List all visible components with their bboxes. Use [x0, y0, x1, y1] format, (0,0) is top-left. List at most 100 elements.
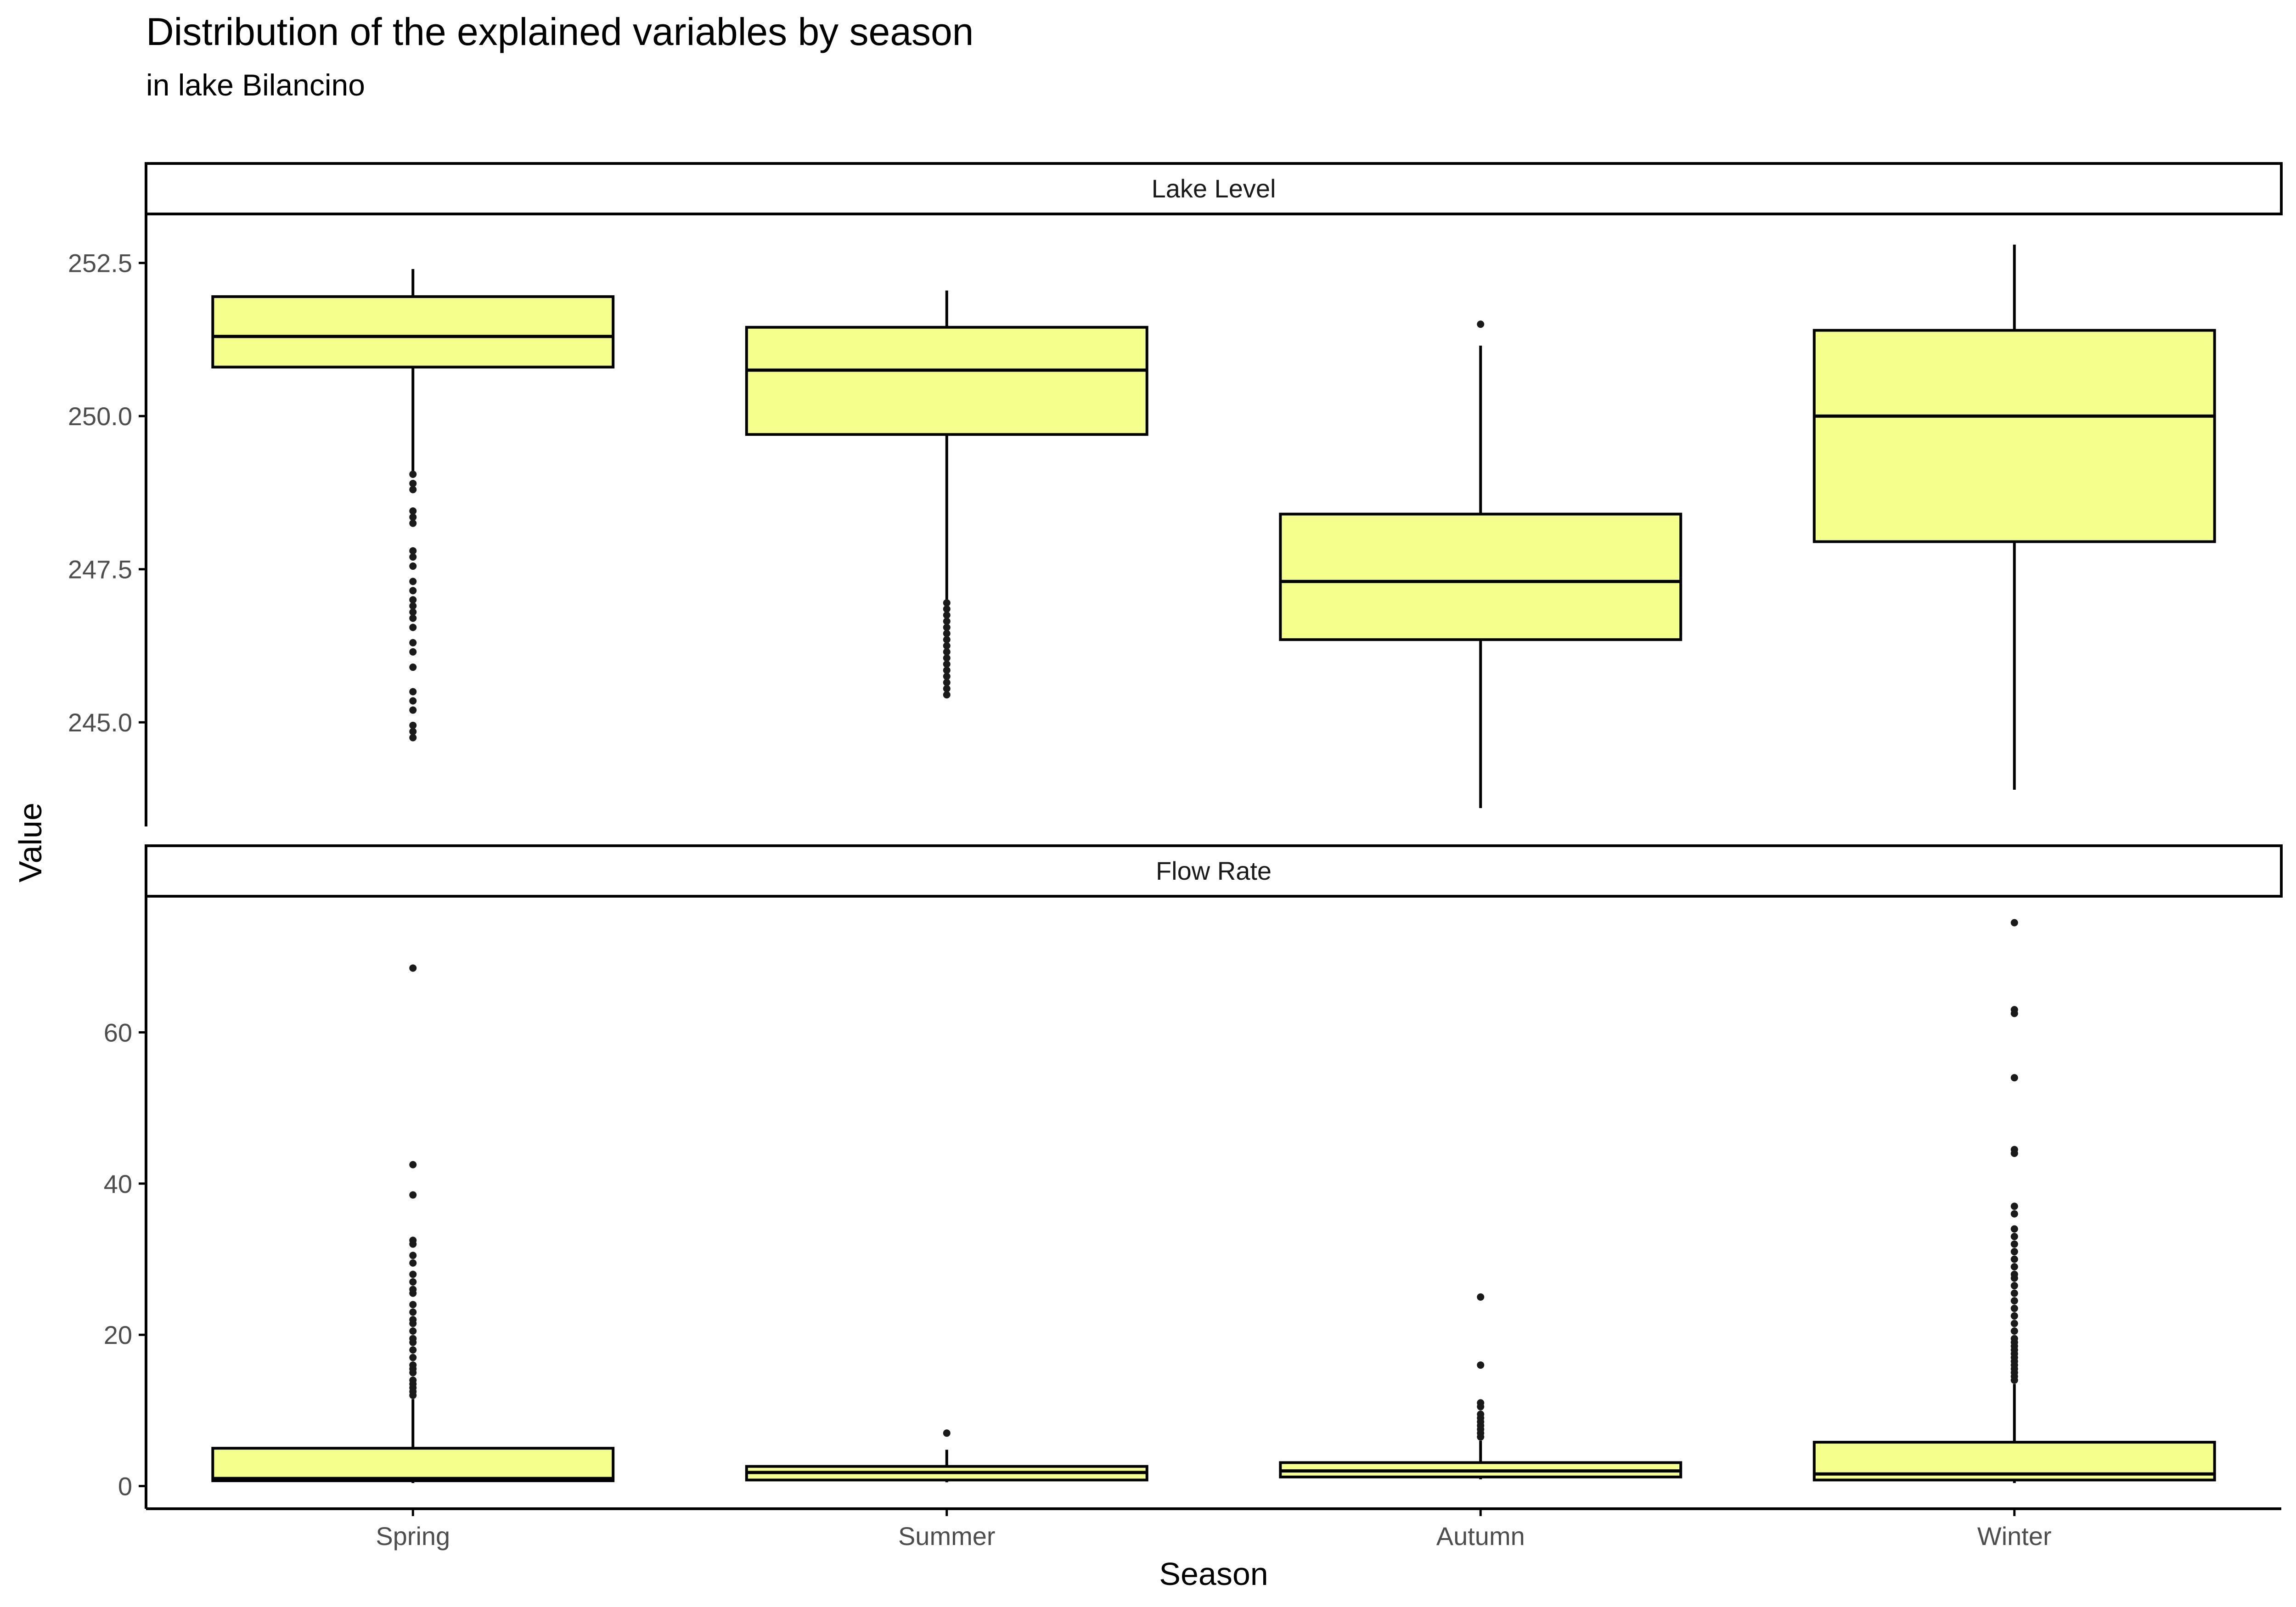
facet-panel-lake-level: Lake Level 245.0 247.5 250.0 252.5 — [68, 162, 2283, 826]
outlier-point — [409, 1240, 417, 1248]
outlier-point — [409, 479, 417, 487]
outlier-point — [1477, 1403, 1485, 1410]
boxes-lake-level — [211, 244, 2216, 808]
outlier-point — [409, 1354, 417, 1361]
outlier-point — [943, 679, 951, 686]
box-lake-level-spring — [211, 269, 615, 742]
outlier-point — [409, 1259, 417, 1267]
chart-title: Distribution of the explained variables … — [146, 10, 974, 53]
y-tick-label-flow-rate: 60 — [104, 1018, 132, 1047]
iqr-box — [1279, 512, 1683, 641]
box-flow-rate-summer — [745, 1429, 1148, 1483]
outlier-point — [2010, 1255, 2018, 1263]
outlier-point — [943, 624, 951, 631]
outlier-point — [943, 685, 951, 692]
y-ticks-flow-rate: 0 20 40 60 — [104, 1018, 146, 1501]
outlier-point — [943, 673, 951, 680]
outlier-point — [1477, 1361, 1485, 1369]
outlier-point — [409, 721, 417, 729]
outlier-point — [2010, 1263, 2018, 1270]
outlier-point — [409, 1308, 417, 1316]
box-flow-rate-winter — [1812, 919, 2216, 1483]
outlier-point — [409, 547, 417, 555]
outlier-point — [2010, 1274, 2018, 1282]
outlier-point — [409, 1391, 417, 1399]
outlier-point — [409, 1278, 417, 1286]
box-lake-level-winter — [1812, 244, 2216, 790]
outlier-point — [1477, 1293, 1485, 1301]
outlier-point — [409, 697, 417, 705]
chart-subtitle: in lake Bilancino — [146, 68, 365, 102]
outlier-point — [2010, 1240, 2018, 1248]
y-tick-label-flow-rate: 0 — [118, 1472, 132, 1501]
outlier-point — [943, 629, 951, 637]
outlier-point — [409, 1252, 417, 1259]
outlier-point — [943, 666, 951, 674]
outlier-point — [2010, 1074, 2018, 1082]
outlier-point — [2010, 1312, 2018, 1320]
strip-label-lake-level: Lake Level — [1152, 174, 1276, 203]
outlier-point — [2010, 1289, 2018, 1297]
outlier-point — [409, 519, 417, 527]
outlier-point — [409, 608, 417, 616]
outlier-point — [409, 624, 417, 631]
outlier-point — [2010, 1225, 2018, 1233]
outlier-point — [409, 1270, 417, 1278]
strip-label-flow-rate: Flow Rate — [1156, 856, 1272, 885]
strip-flow-rate — [145, 844, 2283, 898]
outlier-point — [943, 618, 951, 625]
outlier-point — [409, 1338, 417, 1346]
boxes-flow-rate — [211, 919, 2216, 1483]
x-axis-title: Season — [1159, 1556, 1268, 1592]
outlier-point — [409, 507, 417, 515]
outlier-point — [2010, 1282, 2018, 1290]
y-tick-label-lake-level: 250.0 — [68, 402, 132, 431]
outlier-point — [409, 1369, 417, 1377]
outlier-point — [2010, 1377, 2018, 1384]
box-flow-rate-spring — [211, 964, 615, 1483]
iqr-box — [211, 1447, 615, 1483]
outlier-point — [409, 639, 417, 646]
outlier-point — [2010, 1210, 2018, 1218]
outlier-point — [409, 728, 417, 736]
outlier-point — [409, 734, 417, 742]
outlier-point — [409, 587, 417, 595]
outlier-point — [409, 470, 417, 478]
outlier-point — [409, 486, 417, 494]
box-lake-level-summer — [745, 290, 1148, 699]
outlier-point — [943, 660, 951, 668]
y-tick-label-lake-level: 245.0 — [68, 708, 132, 737]
outlier-point — [2010, 1248, 2018, 1256]
outlier-point — [2010, 1297, 2018, 1305]
outlier-point — [409, 648, 417, 656]
outlier-point — [409, 663, 417, 671]
outlier-point — [1477, 320, 1485, 328]
outlier-point — [2010, 1233, 2018, 1241]
y-axis-title: Value — [12, 803, 48, 882]
outlier-point — [943, 648, 951, 656]
y-tick-label-lake-level: 252.5 — [68, 249, 132, 278]
outlier-point — [409, 1289, 417, 1297]
outlier-point — [409, 596, 417, 604]
y-tick-label-flow-rate: 40 — [104, 1169, 132, 1198]
outlier-point — [943, 1429, 951, 1437]
outlier-point — [2010, 1202, 2018, 1210]
outlier-point — [2010, 1320, 2018, 1327]
outlier-point — [2010, 919, 2018, 927]
x-tick-label-autumn: Autumn — [1436, 1522, 1525, 1551]
y-ticks-lake-level: 245.0 247.5 250.0 252.5 — [68, 249, 146, 737]
outlier-point — [1477, 1433, 1485, 1441]
box-flow-rate-autumn — [1279, 1293, 1683, 1479]
outlier-point — [2010, 1149, 2018, 1157]
strip-lake-level — [145, 162, 2283, 215]
box-lake-level-autumn — [1279, 320, 1683, 808]
iqr-box — [745, 326, 1148, 436]
outlier-point — [409, 1301, 417, 1309]
outlier-point — [409, 1191, 417, 1199]
iqr-box — [1812, 329, 2216, 543]
outlier-point — [2010, 1304, 2018, 1312]
facet-panel-flow-rate: Flow Rate 0 20 40 60 — [104, 844, 2283, 1510]
x-ticks: Spring Summer Autumn Winter — [376, 1509, 2052, 1551]
outlier-point — [943, 642, 951, 650]
